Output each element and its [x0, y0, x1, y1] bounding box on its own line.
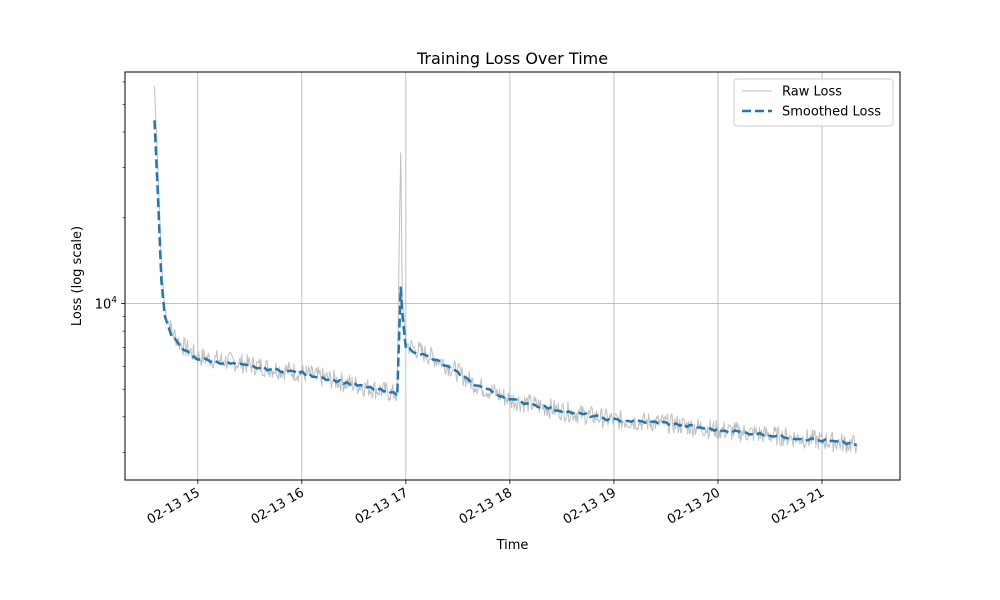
grid: [125, 72, 900, 480]
y-axis: 104: [95, 81, 125, 453]
legend-label-raw-loss: Raw Loss: [782, 85, 842, 100]
chart-title: Training Loss Over Time: [416, 49, 608, 68]
series: [153, 86, 858, 454]
series-line-smoothed-loss: [153, 120, 857, 447]
x-tick-label: 02-13 19: [561, 485, 619, 527]
plot-frame: [124, 71, 901, 481]
x-tick-label: 02-13 20: [665, 485, 723, 527]
y-tick-label: 104: [95, 295, 118, 312]
x-tick-label: 02-13 17: [353, 485, 411, 527]
x-tick-label: 02-13 21: [769, 485, 827, 527]
x-axis-label: Time: [496, 538, 529, 553]
x-tick-label: 02-13 16: [249, 485, 307, 527]
legend-box: [733, 78, 894, 127]
y-axis-label: Loss (log scale): [70, 226, 85, 326]
x-tick-label: 02-13 18: [457, 485, 515, 527]
x-axis: 02-13 15 02-13 16 02-13 17 02-13 18 02-13 19…: [145, 480, 827, 528]
legend: Raw Loss Smoothed Loss: [733, 78, 894, 127]
legend-label-smoothed-loss: Smoothed Loss: [782, 105, 881, 120]
x-tick-label: 02-13 15: [145, 485, 203, 527]
series-line-raw-loss: [154, 86, 858, 454]
